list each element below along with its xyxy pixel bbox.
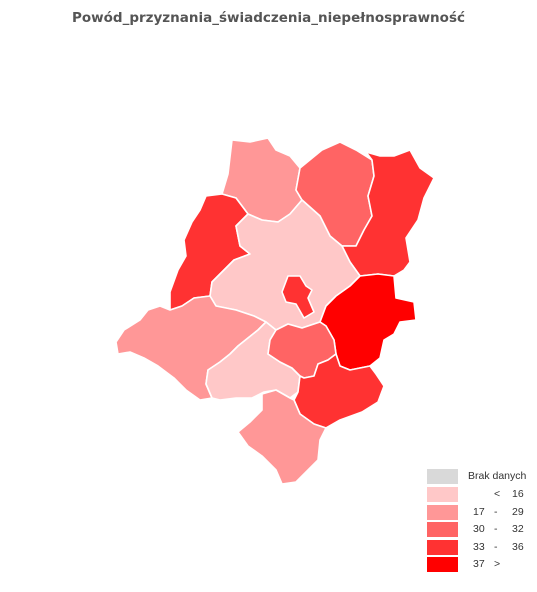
legend-sep-2: - xyxy=(494,506,498,518)
legend-to-1: 16 xyxy=(512,488,524,500)
legend-swatch-5 xyxy=(427,557,458,572)
region-east[interactable] xyxy=(341,149,435,277)
legend-to-2: 29 xyxy=(512,506,524,518)
legend-item-4: 33 - 36 xyxy=(427,540,537,556)
legend-from-4: 33 xyxy=(473,541,485,553)
legend-from-3: 30 xyxy=(473,523,485,535)
legend-sep-5: > xyxy=(494,558,501,570)
region-city[interactable] xyxy=(281,275,315,319)
legend-label-no-data: Brak danych xyxy=(468,470,527,482)
map-title: Powód_przyznania_świadczenia_niepełnospr… xyxy=(72,10,465,26)
region-south[interactable] xyxy=(237,389,327,485)
legend-swatch-1 xyxy=(427,487,458,502)
legend-from-5: 37 xyxy=(473,558,485,570)
legend-sep-4: - xyxy=(494,541,498,553)
legend-item-3: 30 - 32 xyxy=(427,522,537,538)
legend-to-4: 36 xyxy=(512,541,524,553)
legend-item-2: 17 - 29 xyxy=(427,505,537,521)
legend-item-1: < 16 xyxy=(427,487,537,503)
legend-swatch-no-data xyxy=(427,469,458,484)
legend-from-2: 17 xyxy=(473,506,485,518)
legend-swatch-2 xyxy=(427,505,458,520)
legend-swatch-3 xyxy=(427,522,458,537)
legend-sep-3: - xyxy=(494,523,498,535)
legend-swatch-4 xyxy=(427,540,458,555)
legend-item-no-data: Brak danych xyxy=(427,469,537,485)
legend-item-5: 37 > xyxy=(427,557,537,573)
legend-to-3: 32 xyxy=(512,523,524,535)
legend-sep-1: < xyxy=(494,488,501,500)
